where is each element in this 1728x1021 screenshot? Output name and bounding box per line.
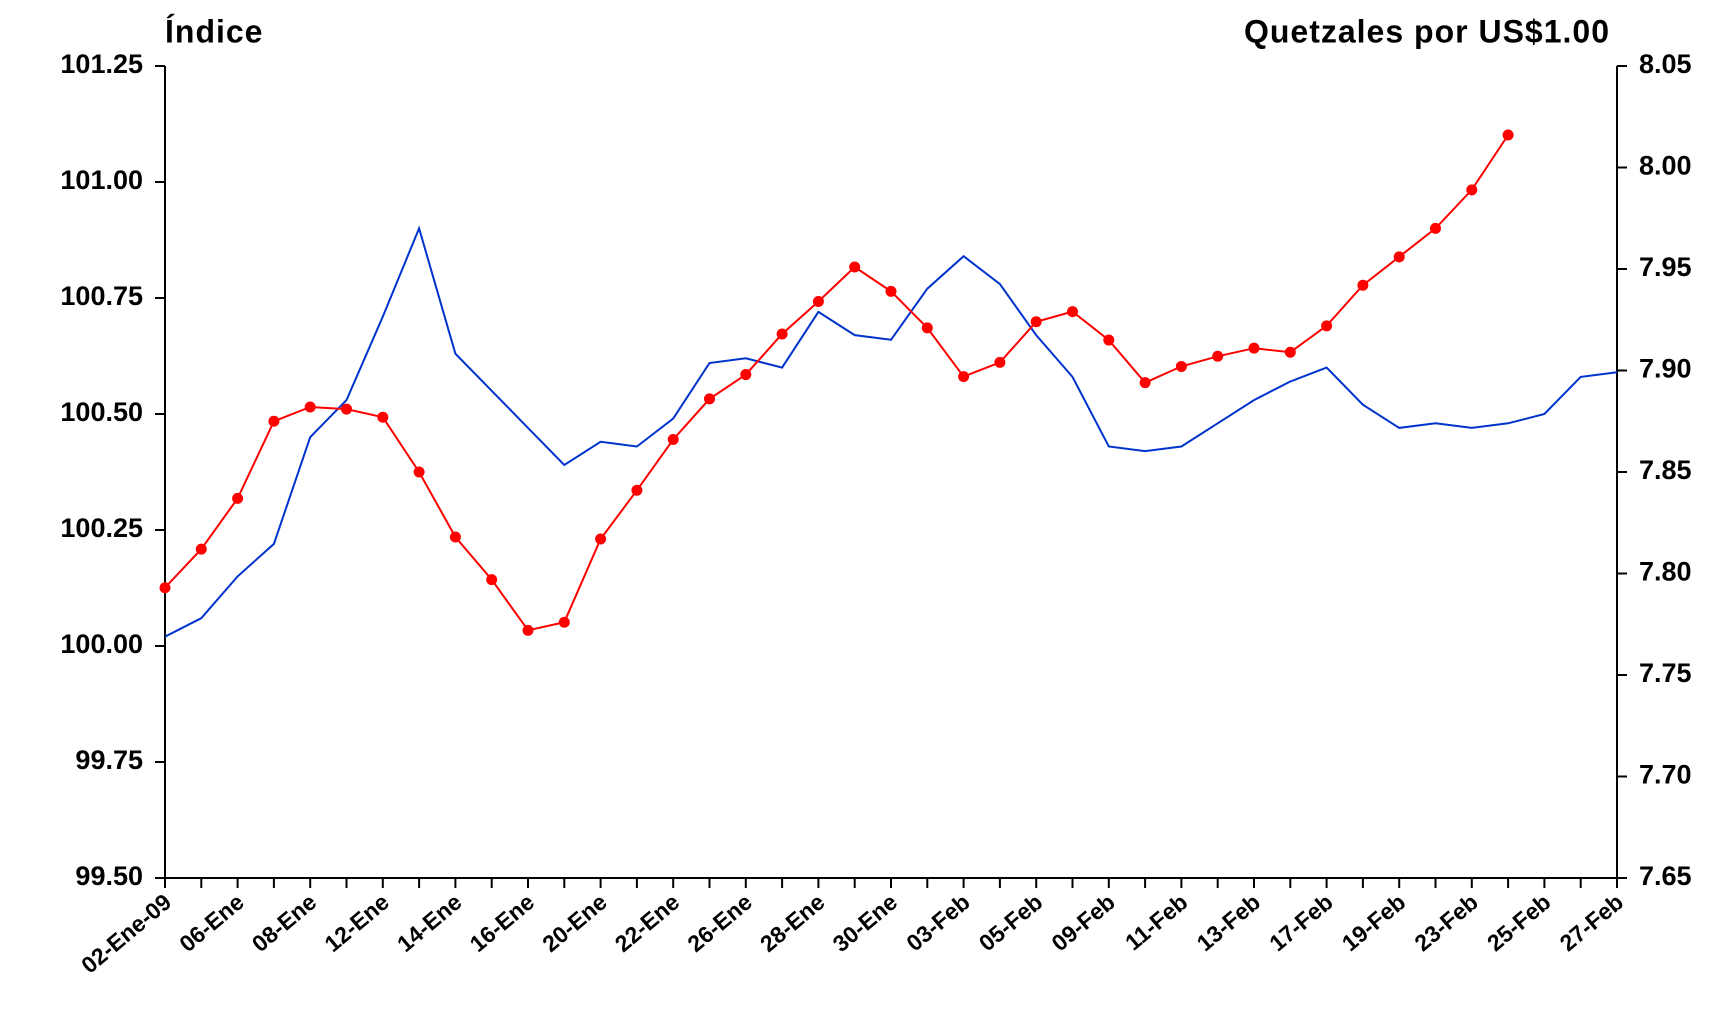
data-point [304, 401, 316, 413]
data-point [595, 533, 607, 545]
data-point [1502, 129, 1514, 141]
x-tick-label: 28-Ene [755, 889, 830, 957]
x-tick-label: 19-Feb [1337, 889, 1411, 957]
data-point [667, 434, 679, 446]
x-tick-label: 20-Ene [537, 889, 612, 957]
data-point [1248, 342, 1260, 354]
y-tick-label: 101.25 [60, 49, 143, 79]
data-point [994, 356, 1006, 368]
y2-axis-label: Quetzales por US$1.00 [1244, 13, 1610, 49]
data-point [1393, 251, 1405, 263]
x-tick-label: 11-Feb [1120, 889, 1193, 956]
data-point [413, 466, 425, 478]
data-point [159, 582, 171, 594]
x-tick-label: 25-Feb [1482, 889, 1556, 957]
y-tick-label: 99.50 [75, 861, 143, 891]
data-point [885, 285, 897, 297]
x-tick-label: 06-Ene [174, 889, 249, 957]
data-point [631, 484, 643, 496]
data-point [1430, 222, 1441, 234]
data-point [958, 371, 970, 383]
x-tick-label: 23-Feb [1409, 889, 1483, 957]
x-tick-label: 14-Ene [392, 889, 467, 957]
y2-tick-label: 7.75 [1639, 658, 1692, 688]
x-tick-label: 09-Feb [1046, 889, 1120, 957]
y-tick-label: 101.00 [60, 165, 143, 195]
y2-tick-label: 7.70 [1639, 760, 1692, 790]
data-point [921, 322, 933, 334]
x-tick-label: 30-Ene [828, 889, 903, 957]
data-point [740, 369, 752, 381]
data-point [195, 543, 207, 555]
x-tick-label: 22-Ene [610, 889, 685, 957]
series-line [164, 225, 1618, 638]
x-tick-label: 02-Ene-09 [76, 889, 176, 979]
data-point [704, 393, 715, 405]
data-point [449, 531, 461, 543]
y-tick-label: 100.50 [60, 397, 143, 427]
y-tick-label: 99.75 [75, 745, 143, 775]
y2-tick-label: 8.00 [1639, 151, 1692, 181]
data-point [1357, 279, 1369, 291]
y-axis-label: Índice [165, 13, 263, 49]
data-point [849, 261, 861, 273]
data-point [377, 411, 389, 423]
series-line [164, 134, 1509, 632]
data-point [268, 415, 280, 427]
data-point [1139, 377, 1151, 389]
data-point [1175, 360, 1187, 372]
data-point [1284, 346, 1296, 358]
data-point [1321, 320, 1333, 332]
data-point [232, 492, 244, 504]
y-tick-label: 100.75 [60, 281, 143, 311]
y2-tick-label: 7.65 [1639, 861, 1692, 891]
x-tick-label: 03-Feb [901, 889, 975, 957]
x-tick-label: 26-Ene [682, 889, 757, 957]
x-tick-label: 16-Ene [465, 889, 540, 957]
data-point [1030, 316, 1042, 328]
data-point [1103, 334, 1115, 346]
y2-tick-label: 7.80 [1639, 557, 1692, 587]
y-tick-label: 100.25 [60, 513, 143, 543]
x-tick-label: 27-Feb [1555, 889, 1629, 957]
data-point [1466, 184, 1478, 196]
x-tick-label: 08-Ene [247, 889, 322, 957]
data-point [1212, 350, 1224, 362]
data-point [341, 403, 352, 415]
x-tick-label: 05-Feb [974, 889, 1048, 957]
data-point [486, 574, 498, 586]
x-tick-label: 12-Ene [319, 889, 394, 957]
data-point [776, 328, 788, 340]
y2-tick-label: 7.90 [1639, 354, 1692, 384]
x-tick-label: 13-Feb [1192, 889, 1266, 957]
x-tick-label: 17-Feb [1264, 889, 1338, 957]
data-point [812, 295, 824, 307]
data-point [522, 624, 534, 636]
y2-tick-label: 7.85 [1639, 455, 1692, 485]
y-tick-label: 100.00 [60, 629, 143, 659]
y2-tick-label: 8.05 [1639, 49, 1692, 79]
y2-tick-label: 7.95 [1639, 252, 1692, 282]
data-point [1067, 306, 1078, 318]
data-point [558, 616, 570, 628]
